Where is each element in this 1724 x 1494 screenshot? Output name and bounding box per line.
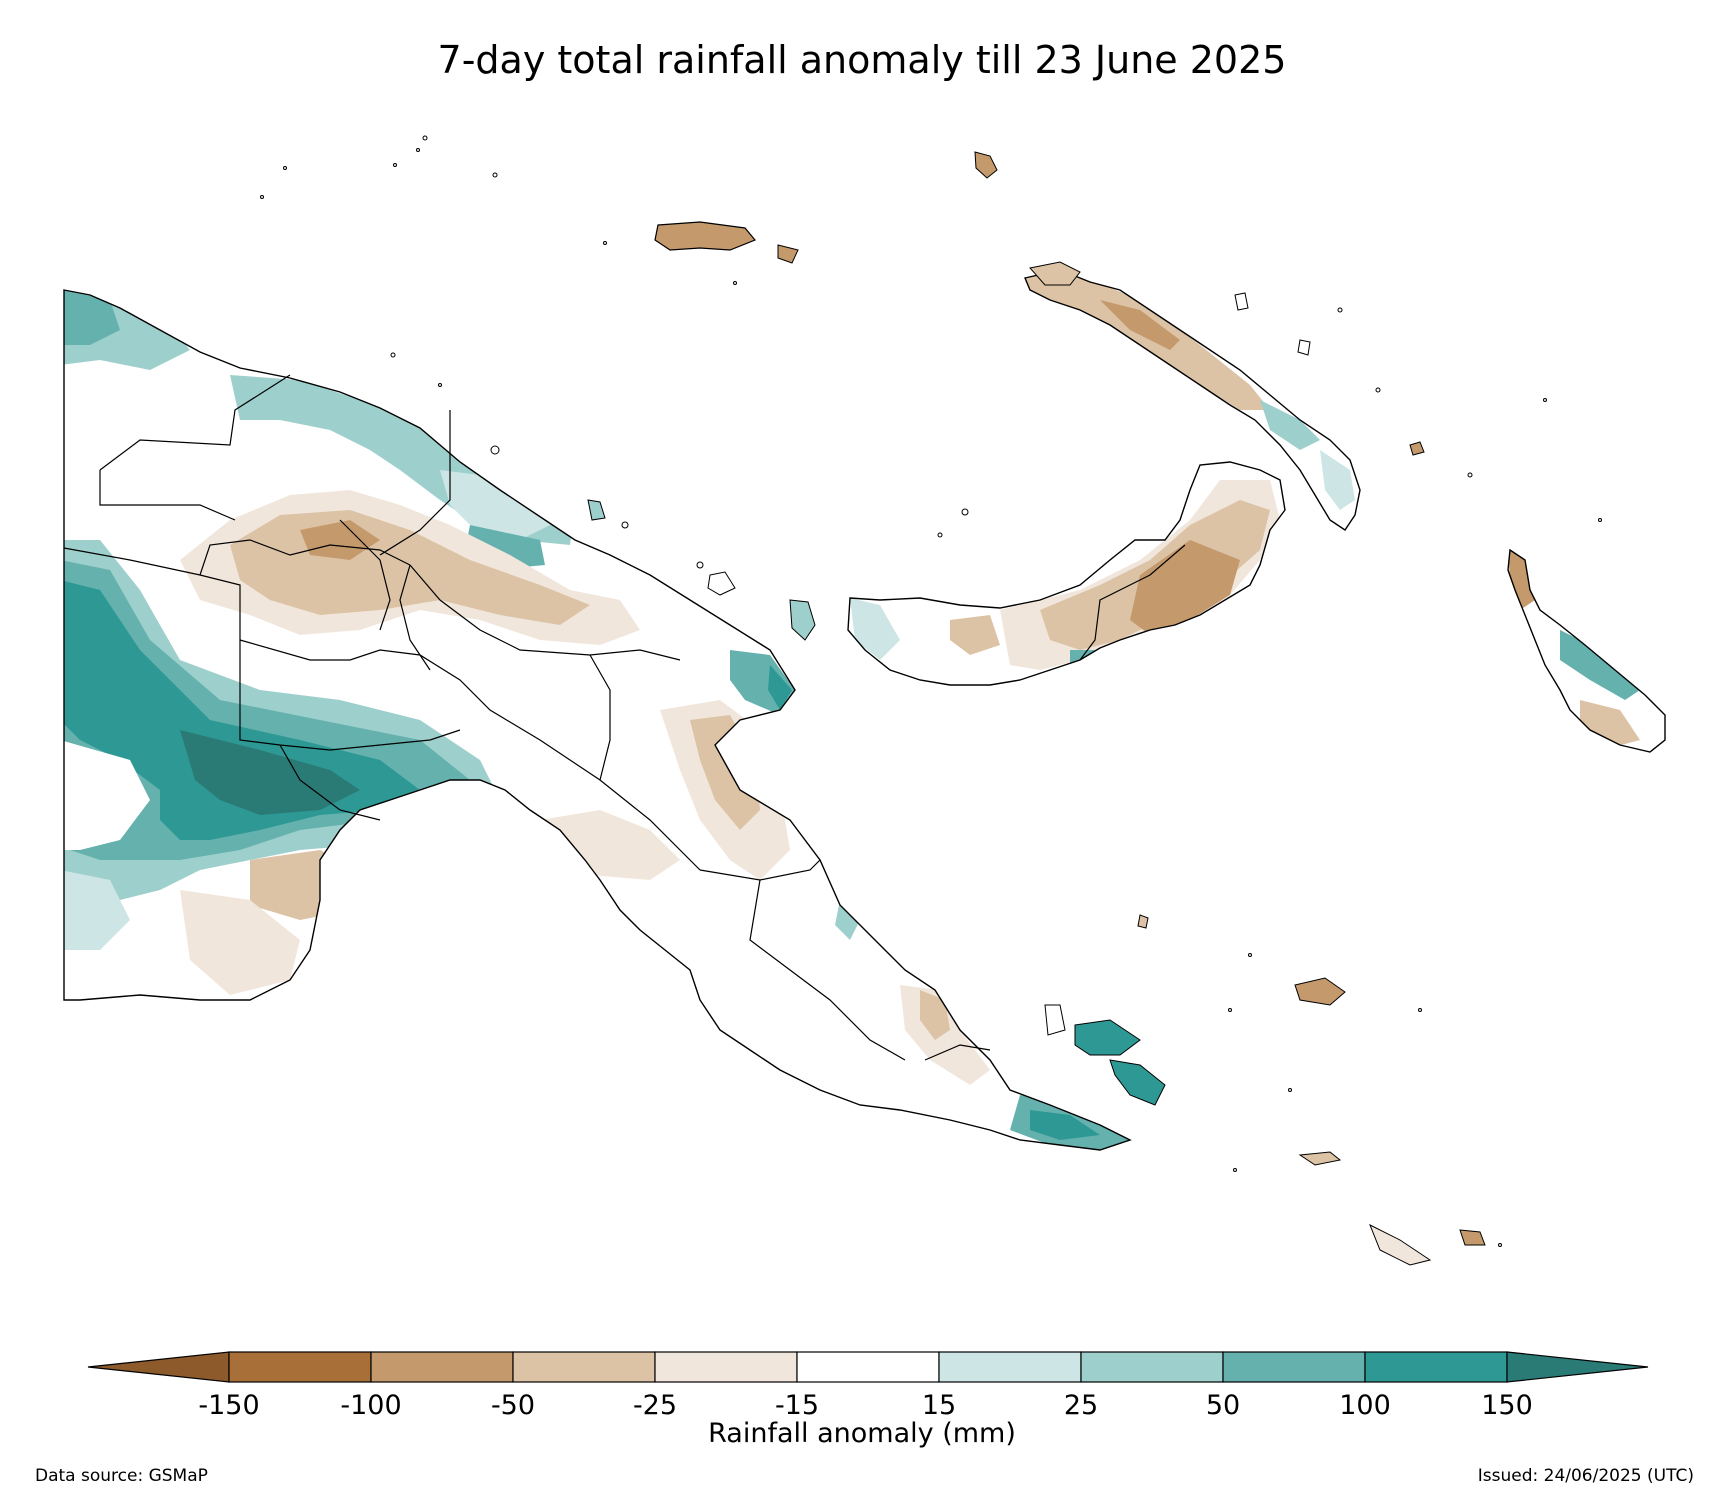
island-lihir bbox=[1234, 292, 1249, 311]
colorbar-bin bbox=[1222, 1351, 1366, 1383]
colorbar-tick-label: -150 bbox=[198, 1390, 259, 1420]
colorbar-bin bbox=[654, 1351, 798, 1383]
colorbar-label: Rainfall anomaly (mm) bbox=[708, 1418, 1016, 1449]
island-tagula bbox=[1369, 1223, 1432, 1266]
colorbar-bin bbox=[370, 1351, 514, 1383]
colorbar-bin bbox=[512, 1351, 656, 1383]
colorbar-extend-low bbox=[87, 1351, 230, 1383]
data-source-note: Data source: GSMaP bbox=[35, 1466, 208, 1486]
island-manus-east bbox=[777, 244, 799, 264]
islet-dots bbox=[260, 135, 1602, 1247]
island-woodlark bbox=[1294, 977, 1346, 1006]
colorbar-bin bbox=[228, 1351, 372, 1383]
colorbar-bin bbox=[1364, 1351, 1508, 1383]
colorbar-tick-label: 15 bbox=[922, 1390, 956, 1420]
colorbar: -150 -100 -50 -25 -15 15 25 50 100 150 bbox=[87, 1351, 1649, 1420]
island-new-hanover bbox=[1029, 261, 1081, 286]
island-karkar bbox=[587, 499, 606, 521]
mainland-anomaly-fills bbox=[64, 290, 1130, 1150]
colorbar-tick-label: 50 bbox=[1206, 1390, 1240, 1420]
island-long bbox=[789, 599, 816, 641]
island-goodenough bbox=[1044, 1004, 1066, 1036]
provincial-boundaries bbox=[63, 374, 1186, 1061]
colorbar-tick-label: -15 bbox=[775, 1390, 819, 1420]
new-britain-anomaly-fills bbox=[848, 462, 1285, 685]
island-manus bbox=[654, 221, 756, 251]
page-title: 7-day total rainfall anomaly till 23 Jun… bbox=[437, 38, 1287, 82]
island-misima bbox=[1298, 1151, 1342, 1166]
colorbar-tick-label: 150 bbox=[1481, 1390, 1533, 1420]
island-normanby bbox=[1109, 1059, 1166, 1106]
small-islands bbox=[587, 151, 1486, 1266]
island-rossel bbox=[1459, 1229, 1486, 1246]
issued-date-note: Issued: 24/06/2025 (UTC) bbox=[1477, 1466, 1694, 1486]
rainfall-anomaly-map bbox=[63, 135, 1666, 1266]
island-tanga bbox=[1297, 339, 1311, 356]
island-mussau bbox=[974, 151, 998, 179]
colorbar-extend-high bbox=[1506, 1351, 1649, 1383]
colorbar-bin bbox=[938, 1351, 1082, 1383]
island-fergusson bbox=[1074, 1019, 1141, 1056]
colorbar-tick-label: 100 bbox=[1339, 1390, 1391, 1420]
island-umboi bbox=[707, 571, 736, 596]
colorbar-tick-label: -50 bbox=[491, 1390, 535, 1420]
island-feni bbox=[1409, 441, 1425, 456]
colorbar-tick-label: -25 bbox=[633, 1390, 677, 1420]
island-iwa bbox=[1137, 914, 1149, 929]
colorbar-bin bbox=[1080, 1351, 1224, 1383]
colorbar-bin bbox=[796, 1351, 940, 1383]
colorbar-tick-label: 25 bbox=[1064, 1390, 1098, 1420]
colorbar-tick-label: -100 bbox=[340, 1390, 401, 1420]
